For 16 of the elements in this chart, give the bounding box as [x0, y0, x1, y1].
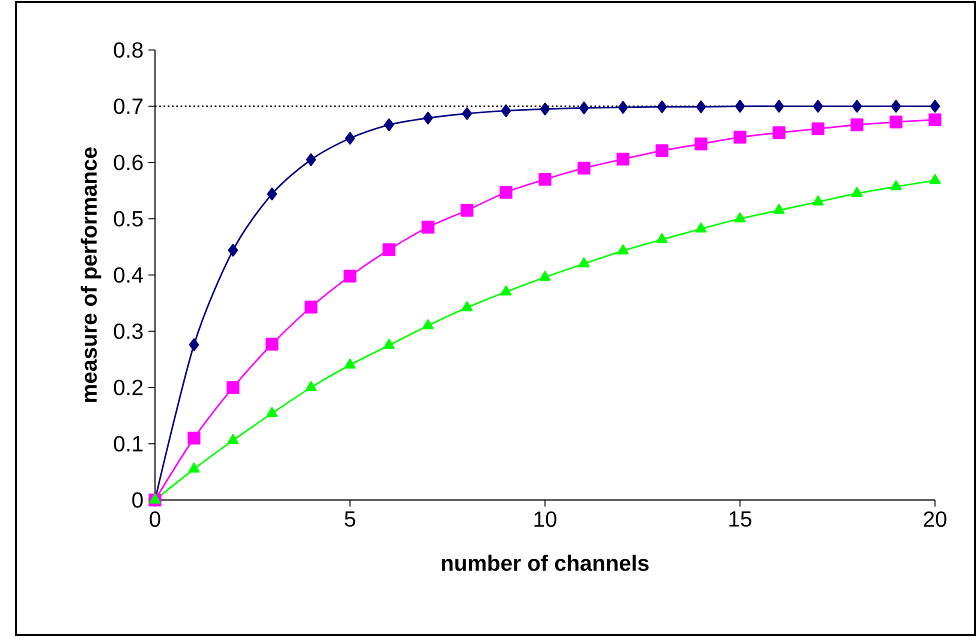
x-axis-title: number of channels [442, 554, 649, 571]
y-tick-label: 0.7 [114, 98, 143, 114]
y-tick-label: 0.1 [114, 436, 143, 452]
x-tick-label: 15 [729, 511, 752, 527]
x-tick-label: 10 [534, 511, 556, 527]
y-tick-label: 0.2 [114, 380, 143, 396]
y-tick-label: 0.6 [114, 154, 143, 170]
y-tick-label: 0.8 [114, 42, 143, 58]
y-tick-label: 0 [132, 492, 143, 508]
x-tick-label: 20 [924, 511, 946, 527]
y-tick-label: 0.3 [114, 323, 143, 340]
x-tick-label: 5 [344, 511, 356, 527]
y-tick-label: 0.5 [114, 210, 143, 227]
y-axis-title: measure of performance [80, 147, 102, 402]
x-tick-label: 0 [150, 511, 160, 527]
y-tick-label: 0.4 [114, 267, 143, 283]
